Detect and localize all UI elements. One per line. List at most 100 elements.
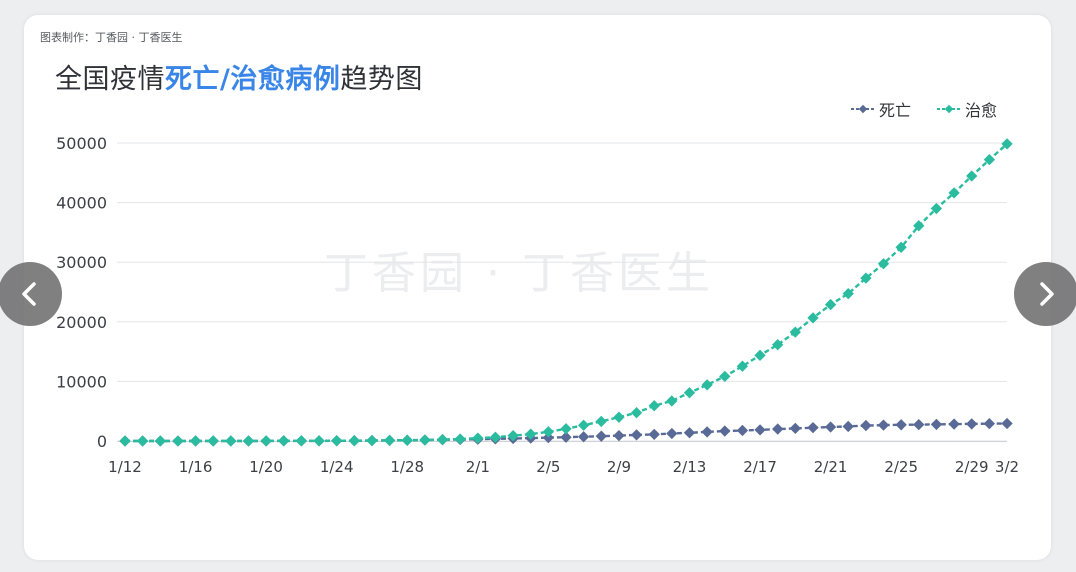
data-point-deaths: [930, 418, 943, 431]
data-point-recovered: [895, 241, 907, 253]
data-point-deaths: [719, 425, 731, 437]
chart-title: 全国疫情死亡/治愈病例趋势图: [55, 57, 423, 96]
chevron-right-icon: [1040, 282, 1054, 306]
data-point-recovered: [719, 370, 731, 383]
x-tick-label: 2/9: [607, 458, 631, 476]
data-point-deaths: [630, 429, 643, 441]
y-tick-label: 20000: [56, 313, 107, 332]
next-button[interactable]: [1014, 262, 1076, 326]
data-point-recovered: [842, 287, 854, 300]
legend-label-deaths: 死亡: [878, 101, 911, 120]
data-point-recovered: [683, 387, 696, 399]
data-point-deaths: [789, 422, 801, 435]
data-point-deaths: [824, 421, 837, 433]
data-point-deaths: [966, 418, 978, 430]
data-point-recovered: [948, 187, 960, 199]
x-tick-label: 1/12: [108, 458, 142, 476]
data-point-deaths: [683, 427, 696, 439]
x-tick-label: 1/24: [320, 458, 354, 476]
data-point-deaths: [560, 431, 572, 443]
data-point-recovered: [295, 435, 308, 447]
x-tick-label: 1/20: [249, 458, 283, 476]
data-point-recovered: [172, 435, 184, 447]
data-point-recovered: [542, 426, 555, 438]
data-point-deaths: [772, 423, 784, 435]
chart-legend: 死亡 治愈: [850, 97, 997, 121]
x-tick-label: 2/25: [884, 458, 918, 476]
title-prefix: 全国疫情: [55, 64, 165, 95]
x-tick-label: 2/5: [536, 458, 560, 476]
legend-item-recovered[interactable]: 治愈: [936, 97, 997, 121]
data-point-recovered: [454, 433, 466, 445]
data-point-recovered: [136, 435, 149, 447]
y-tick-label: 30000: [56, 253, 107, 272]
data-point-recovered: [119, 435, 131, 447]
y-tick-label: 0: [97, 432, 107, 451]
x-tick-label: 3/2: [995, 458, 1019, 476]
series-line-recovered: [125, 143, 1008, 443]
data-point-deaths: [701, 426, 713, 438]
data-point-recovered: [313, 435, 325, 447]
x-tick-label: 2/17: [743, 458, 777, 476]
data-point-recovered: [366, 434, 378, 447]
data-point-recovered: [242, 435, 255, 447]
data-point-recovered: [595, 415, 607, 428]
legend-swatch-deaths: [850, 104, 875, 114]
data-point-deaths: [948, 418, 960, 430]
data-point-recovered: [630, 407, 643, 419]
x-tick-label: 2/13: [673, 458, 707, 476]
data-point-recovered: [189, 435, 202, 447]
data-point-deaths: [754, 424, 766, 436]
y-tick-label: 50000: [56, 134, 107, 153]
data-point-recovered: [260, 435, 272, 447]
data-point-deaths: [648, 428, 660, 441]
data-point-deaths: [807, 421, 819, 434]
y-tick-label: 40000: [56, 194, 107, 213]
data-point-recovered: [877, 258, 890, 270]
legend-label-recovered: 治愈: [964, 101, 997, 120]
data-point-recovered: [419, 434, 431, 446]
data-point-recovered: [560, 423, 572, 435]
data-point-recovered: [401, 434, 413, 446]
data-point-deaths: [736, 424, 749, 437]
x-tick-label: 1/28: [390, 458, 424, 476]
data-point-recovered: [383, 434, 396, 447]
data-point-deaths: [613, 429, 625, 442]
data-point-recovered: [736, 360, 749, 372]
data-point-deaths: [842, 420, 854, 433]
data-point-deaths: [595, 430, 607, 442]
prev-button[interactable]: [0, 262, 62, 326]
chart-credit: 图表制作：丁香园 · 丁香医生: [40, 31, 183, 44]
data-point-deaths: [860, 419, 872, 432]
data-point-recovered: [577, 419, 590, 431]
legend-swatch-recovered: [936, 104, 961, 114]
data-point-deaths: [913, 418, 925, 431]
data-point-recovered: [966, 170, 978, 182]
data-point-recovered: [613, 411, 625, 423]
data-point-deaths: [1001, 417, 1013, 430]
data-point-deaths: [666, 427, 678, 440]
data-point-recovered: [225, 435, 237, 447]
x-tick-label: 1/16: [179, 458, 213, 476]
title-suffix: 趋势图: [340, 64, 423, 95]
data-point-deaths: [983, 417, 995, 430]
x-tick-label: 2/21: [814, 458, 848, 476]
data-point-recovered: [701, 379, 713, 391]
legend-item-deaths[interactable]: 死亡: [850, 97, 911, 121]
x-tick-label: 2/29: [955, 458, 989, 476]
data-point-recovered: [154, 435, 166, 447]
data-point-recovered: [278, 435, 290, 447]
chevron-left-icon: [22, 282, 36, 306]
data-point-recovered: [754, 349, 766, 361]
data-point-recovered: [331, 435, 343, 447]
y-tick-label: 10000: [56, 372, 107, 391]
data-point-deaths: [895, 419, 907, 431]
title-highlight: 死亡/治愈病例: [165, 64, 341, 95]
data-point-recovered: [648, 400, 660, 412]
data-point-recovered: [472, 432, 484, 444]
data-point-recovered: [436, 433, 449, 446]
x-tick-label: 2/1: [466, 458, 490, 476]
data-point-deaths: [877, 419, 890, 431]
data-point-recovered: [348, 435, 360, 447]
